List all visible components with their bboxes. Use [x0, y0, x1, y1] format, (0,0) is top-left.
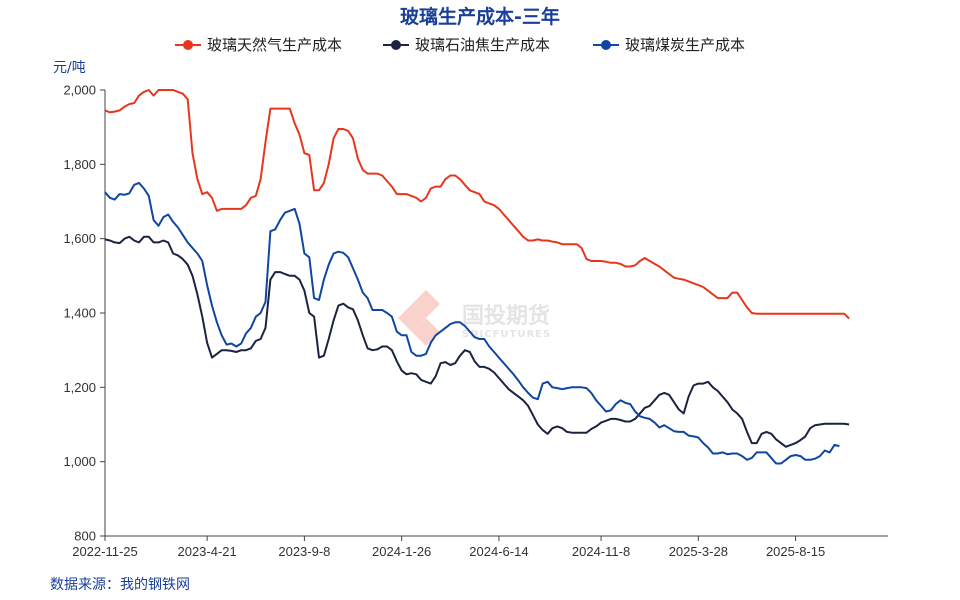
legend-label: 玻璃石油焦生产成本 [415, 36, 550, 54]
x-tick-label: 2024-11-8 [572, 544, 630, 559]
y-tick-label: 1,400 [63, 306, 96, 321]
legend-swatch-marker [391, 40, 401, 50]
series-line-3 [104, 181, 840, 465]
chart-title: 玻璃生产成本-三年 [400, 5, 560, 28]
x-axis-ticks: 2022-11-25 2023-4-21 2023-9-8 2024-1-26 2024… [72, 536, 825, 559]
y-tick-label: 1,000 [63, 454, 96, 469]
y-tick-label: 1,600 [63, 231, 96, 246]
x-tick-label: 2025-8-15 [766, 544, 825, 559]
watermark-name: 国投期货 [462, 303, 550, 329]
legend-label: 玻璃天然气生产成本 [207, 36, 342, 54]
series-line-1 [104, 89, 850, 320]
y-tick-label: 1,800 [63, 157, 96, 172]
chart-legend: 玻璃天然气生产成本 玻璃石油焦生产成本 玻璃煤炭生产成本 [175, 36, 745, 54]
legend-swatch-marker [601, 40, 611, 50]
data-source: 数据来源：我的钢铁网 [50, 577, 190, 593]
legend-label: 玻璃煤炭生产成本 [625, 36, 745, 54]
watermark-sub: SDICFUTURES [462, 329, 551, 340]
x-tick-label: 2022-11-25 [72, 544, 138, 559]
x-tick-label: 2023-9-8 [278, 544, 330, 559]
y-tick-label: 2,000 [63, 83, 96, 98]
x-tick-label: 2024-1-26 [372, 544, 431, 559]
x-tick-label: 2023-4-21 [177, 544, 236, 559]
x-tick-label: 2024-6-14 [469, 544, 528, 559]
x-tick-label: 2025-3-28 [669, 544, 728, 559]
y-tick-label: 1,200 [63, 380, 96, 395]
series-line-2 [104, 235, 850, 448]
watermark-logo: 国投期货 SDICFUTURES [398, 290, 551, 346]
y-axis-label: 元/吨 [53, 60, 86, 76]
y-tick-label: 800 [74, 529, 96, 544]
series-lines [104, 89, 850, 465]
y-axis-ticks: 800 1,000 1,200 1,400 1,600 1,800 2,000 [63, 83, 105, 544]
legend-swatch-marker [183, 40, 193, 50]
